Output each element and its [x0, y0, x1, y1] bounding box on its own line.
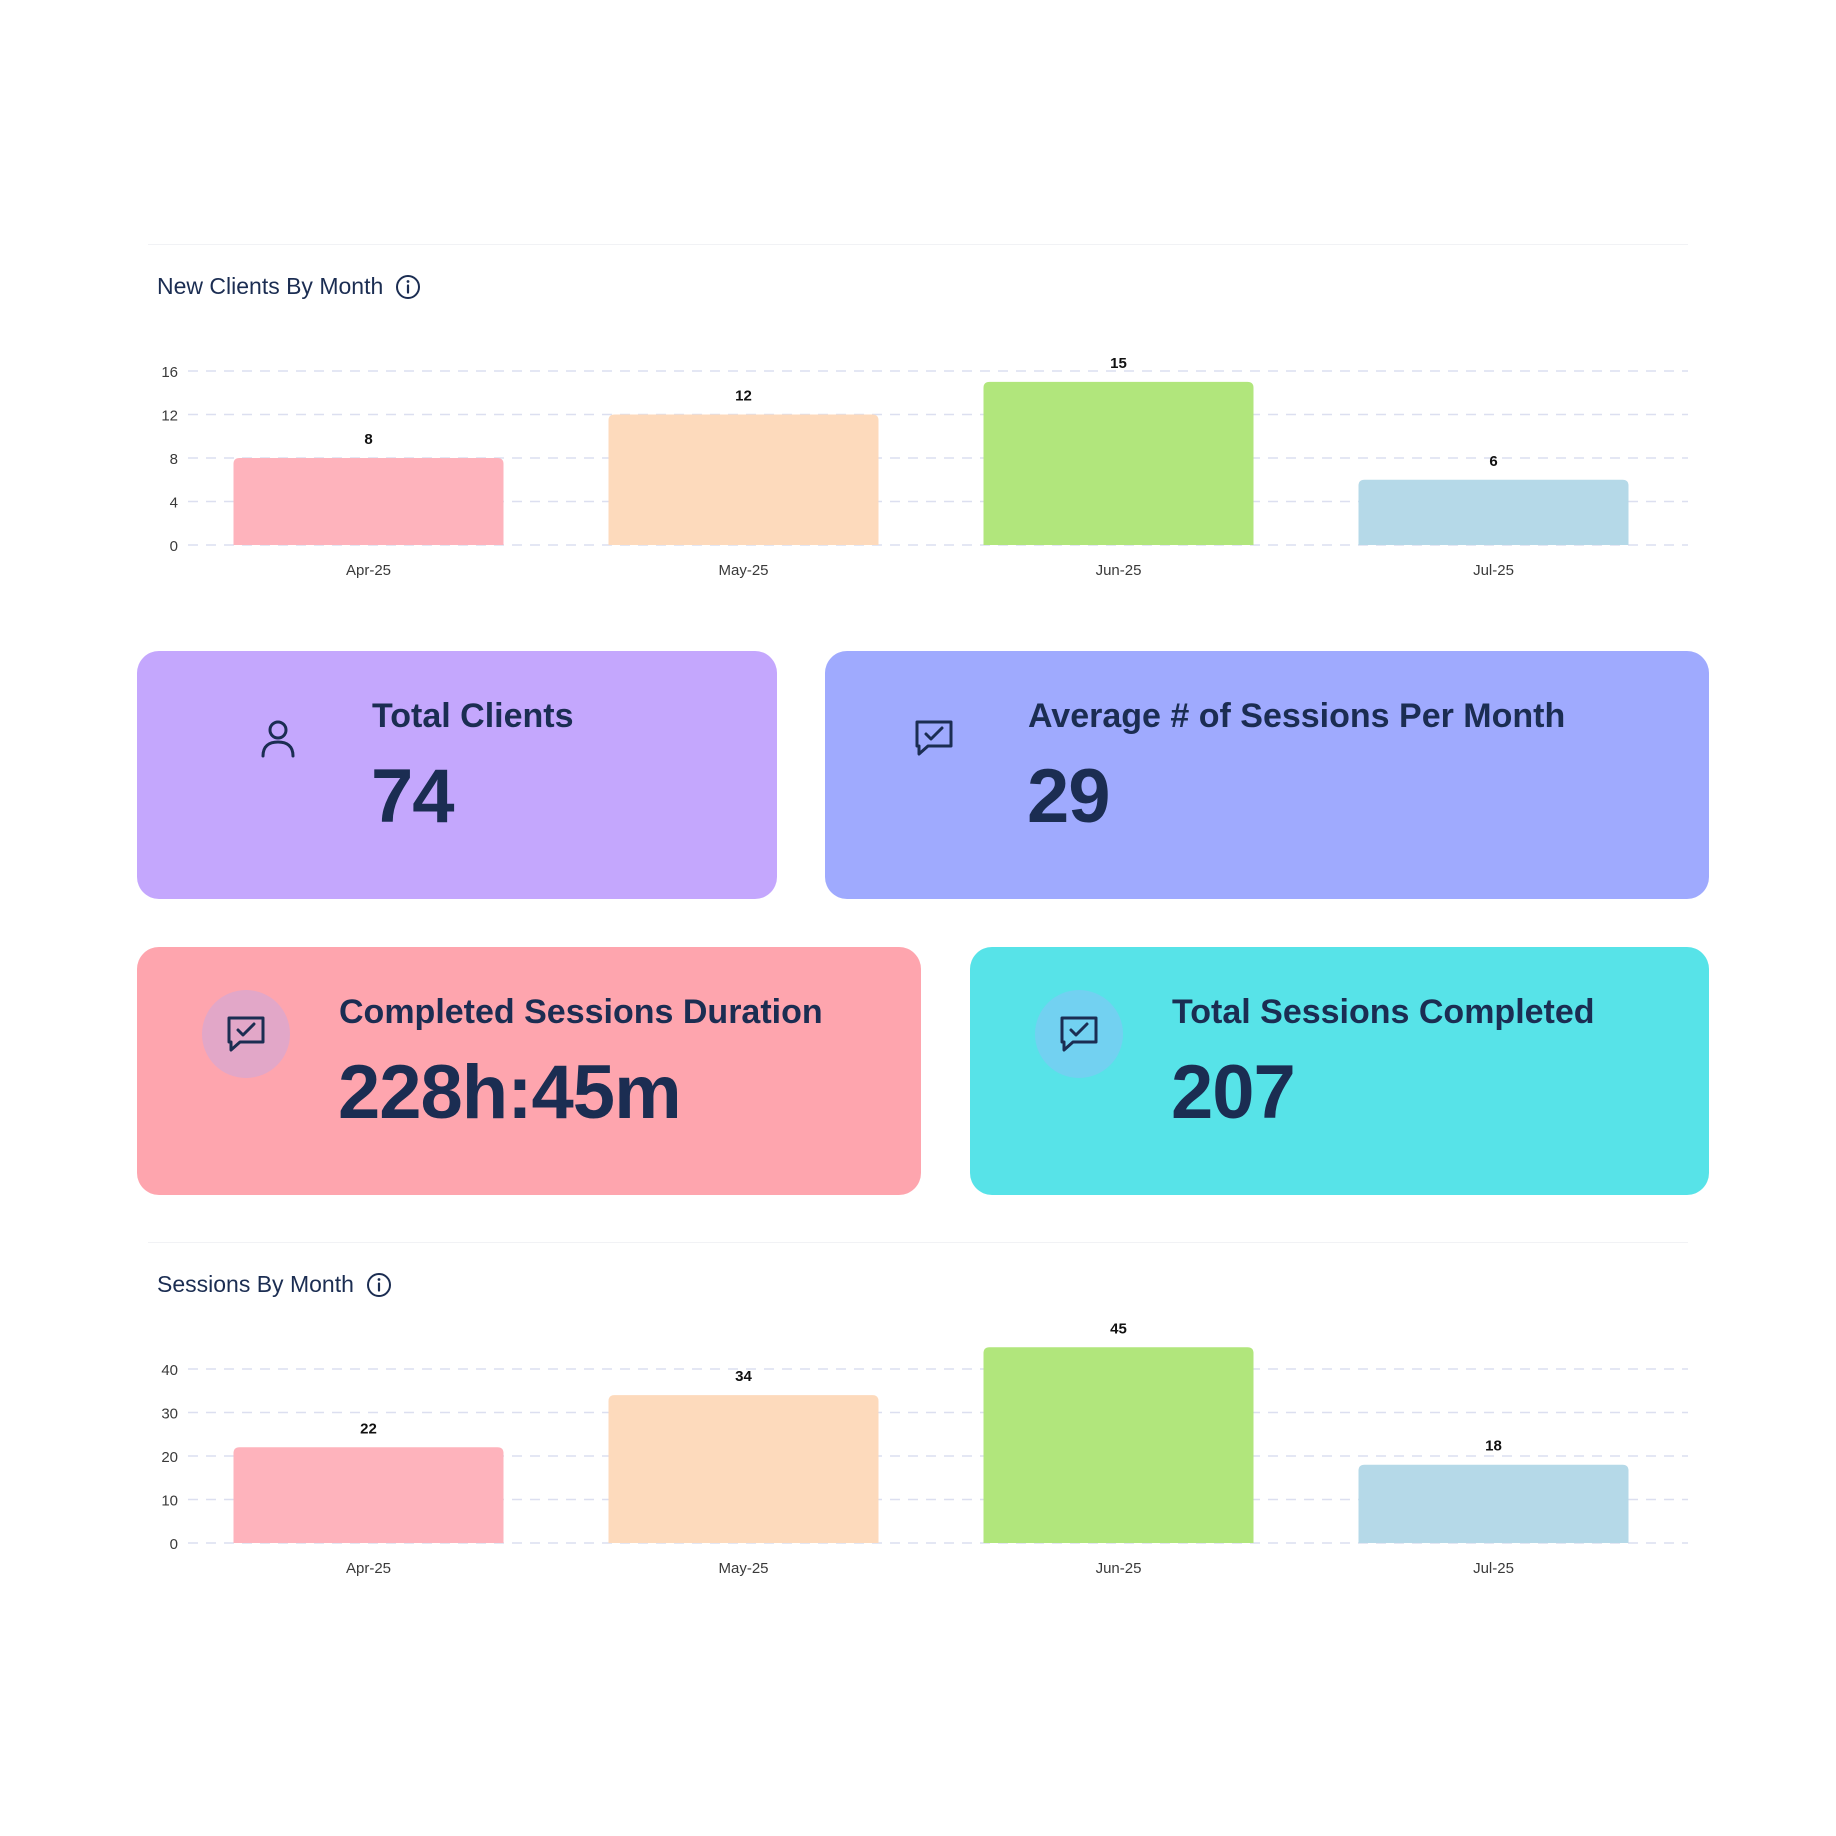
sessions-title: Sessions By Month: [157, 1271, 354, 1297]
new-clients-title-row: New Clients By Month: [157, 273, 421, 300]
bar[interactable]: [233, 1447, 504, 1543]
bar[interactable]: [233, 458, 504, 545]
completed-duration-label: Completed Sessions Duration: [339, 993, 823, 1031]
total-clients-value: 74: [371, 754, 455, 839]
y-tick-label: 16: [161, 364, 178, 381]
message-check-icon: [890, 694, 978, 782]
completed-duration-card: Completed Sessions Duration 228h:45m: [137, 947, 921, 1195]
info-icon[interactable]: [366, 1272, 392, 1298]
data-label: 8: [364, 431, 372, 448]
total-clients-card: Total Clients 74: [137, 651, 777, 899]
y-tick-label: 40: [161, 1362, 178, 1379]
data-label: 18: [1485, 1438, 1502, 1455]
completed-duration-value: 228h:45m: [338, 1050, 682, 1135]
y-tick-label: 30: [161, 1406, 178, 1423]
total-completed-label: Total Sessions Completed: [1172, 993, 1595, 1031]
new-clients-chart: 0 4 8 12 16 8 Apr-25 12 May-25 15 Jun-25 6 Jul-25: [161, 355, 1688, 579]
bar[interactable]: [1358, 1464, 1629, 1543]
avg-sessions-label: Average # of Sessions Per Month: [1028, 697, 1566, 735]
x-tick-label: May-25: [718, 1560, 768, 1577]
bar[interactable]: [1358, 479, 1629, 545]
new-clients-panel: New Clients By Month 0 4 8 12 16 8 Apr-25 12 May…: [148, 244, 1688, 605]
data-label: 34: [735, 1368, 752, 1385]
y-tick-label: 10: [161, 1493, 178, 1510]
data-label: 22: [360, 1420, 377, 1437]
data-label: 12: [735, 388, 752, 405]
y-tick-label: 4: [170, 495, 178, 512]
x-tick-label: Apr-25: [346, 1560, 391, 1577]
message-check-icon: [1035, 990, 1123, 1078]
x-tick-label: Jul-25: [1473, 562, 1514, 579]
data-label: 15: [1110, 355, 1127, 372]
y-tick-label: 8: [170, 451, 178, 468]
bar[interactable]: [983, 1347, 1254, 1543]
y-tick-label: 0: [170, 1536, 178, 1553]
y-tick-label: 12: [161, 408, 178, 425]
bar[interactable]: [608, 414, 879, 546]
message-check-icon: [202, 990, 290, 1078]
x-tick-label: May-25: [718, 562, 768, 579]
sessions-panel: Sessions By Month 0 10 20 30 40 22 Apr-25 34 May…: [148, 1242, 1688, 1603]
new-clients-title: New Clients By Month: [157, 273, 384, 299]
sessions-chart: 0 10 20 30 40 22 Apr-25 34 May-25 45 Jun-25 18 Jul-2…: [161, 1320, 1688, 1577]
user-icon: [234, 694, 322, 782]
total-clients-label: Total Clients: [372, 697, 574, 735]
x-tick-label: Jun-25: [1096, 1560, 1142, 1577]
total-completed-card: Total Sessions Completed 207: [970, 947, 1709, 1195]
y-tick-label: 20: [161, 1449, 178, 1466]
data-label: 6: [1489, 453, 1497, 470]
avg-sessions-card: Average # of Sessions Per Month 29: [825, 651, 1709, 899]
x-tick-label: Jun-25: [1096, 562, 1142, 579]
x-tick-label: Apr-25: [346, 562, 391, 579]
x-tick-label: Jul-25: [1473, 1560, 1514, 1577]
bar[interactable]: [983, 381, 1254, 545]
data-label: 45: [1110, 1320, 1127, 1337]
y-tick-label: 0: [170, 538, 178, 555]
total-completed-value: 207: [1171, 1050, 1296, 1135]
info-icon[interactable]: [395, 274, 421, 300]
avg-sessions-value: 29: [1027, 754, 1111, 839]
sessions-title-row: Sessions By Month: [157, 1271, 392, 1298]
bar[interactable]: [608, 1395, 879, 1543]
